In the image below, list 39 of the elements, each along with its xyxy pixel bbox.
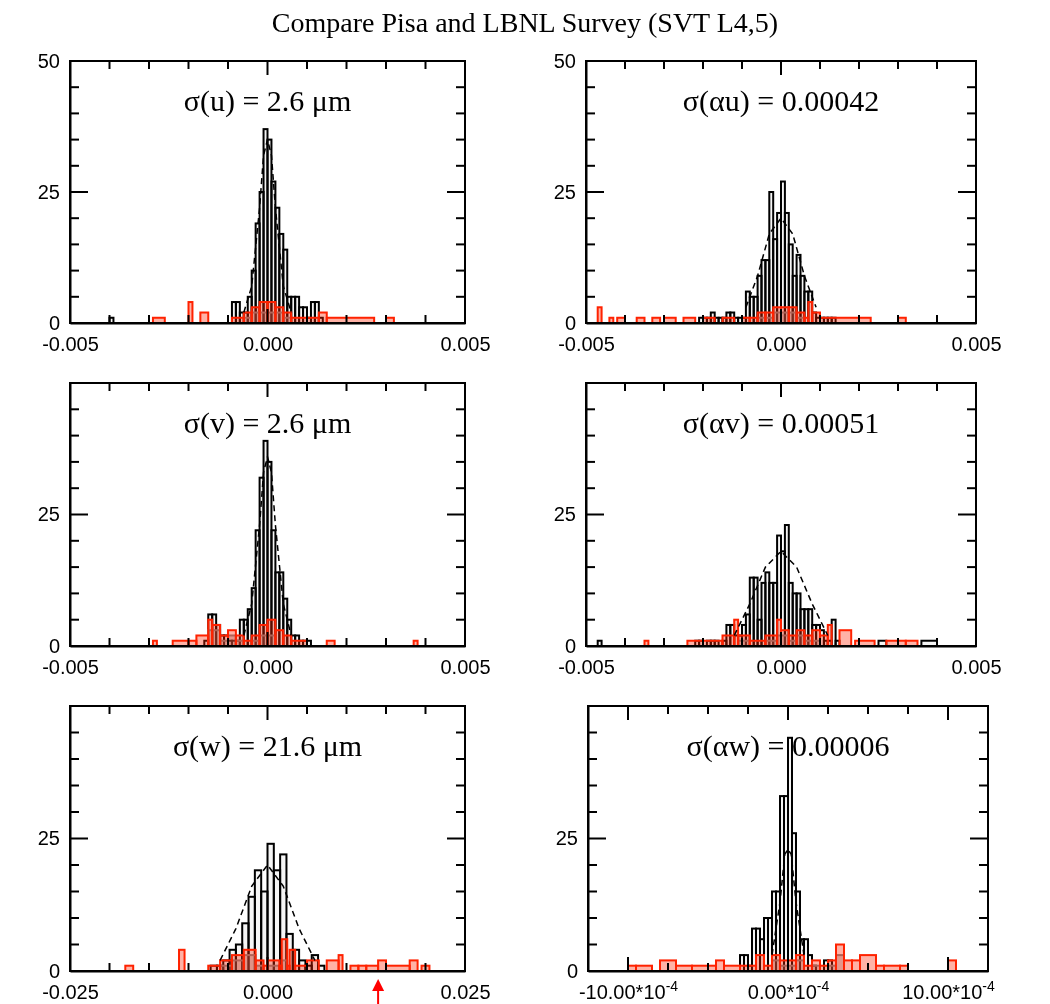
y-tick-label: 0 — [48, 634, 60, 657]
y-tick-label: 50 — [37, 49, 60, 72]
y-tick-label: 25 — [37, 503, 60, 526]
y-tick-label: 25 — [37, 827, 60, 850]
x-tick-label: 0.000 — [756, 656, 807, 679]
y-tick-label: 0 — [564, 311, 576, 334]
x-tick-label: 0.000 — [756, 333, 807, 356]
x-tick-label: -0.005 — [558, 333, 615, 356]
text: σ(u) = 2.6 μm — [183, 84, 352, 118]
y-tick-label: 0 — [48, 311, 60, 334]
y-tick-label: 50 — [553, 49, 576, 72]
y-tick-label: 25 — [553, 180, 576, 203]
y-tick-label: 25 — [37, 180, 60, 203]
x-tick-label: 0.000 — [242, 333, 294, 356]
x-tick-label: 0.005 — [440, 333, 491, 356]
text: σ(αv) = 0.00051 — [682, 406, 880, 440]
x-tick-label: 10.00*10$^{-4}$ — [902, 978, 995, 1004]
x-tick-label: -0.025 — [42, 981, 99, 1004]
text: σ(αw) = 0.00006 — [686, 729, 890, 763]
x-tick-label: 0.005 — [951, 333, 1002, 356]
x-tick-label: 0.005 — [951, 656, 1002, 679]
x-tick-label: 0.00*10$^{-4}$ — [747, 978, 830, 1004]
y-tick-label: 25 — [555, 827, 578, 850]
y-tick-label: 0 — [48, 959, 60, 982]
x-tick-label: -0.005 — [558, 656, 615, 679]
x-tick-label: -10.00*10$^{-4}$ — [578, 978, 679, 1004]
text: Compare Pisa and LBNL Survey (SVT L4,5) — [271, 7, 779, 38]
x-tick-label: 0.005 — [440, 656, 491, 679]
x-tick-label: -0.005 — [42, 656, 99, 679]
y-tick-label: 25 — [553, 503, 576, 526]
x-tick-label: 0.000 — [242, 656, 294, 679]
x-tick-label: -0.005 — [42, 333, 99, 356]
x-tick-label: 0.025 — [440, 981, 491, 1004]
x-tick-label: 0.000 — [242, 981, 294, 1004]
text: σ(w) = 21.6 μm — [172, 729, 363, 763]
text: σ(αu) = 0.00042 — [682, 84, 880, 118]
text: σ(v) = 2.6 μm — [183, 406, 352, 440]
y-tick-label: 0 — [564, 634, 576, 657]
y-tick-label: 0 — [566, 959, 578, 982]
